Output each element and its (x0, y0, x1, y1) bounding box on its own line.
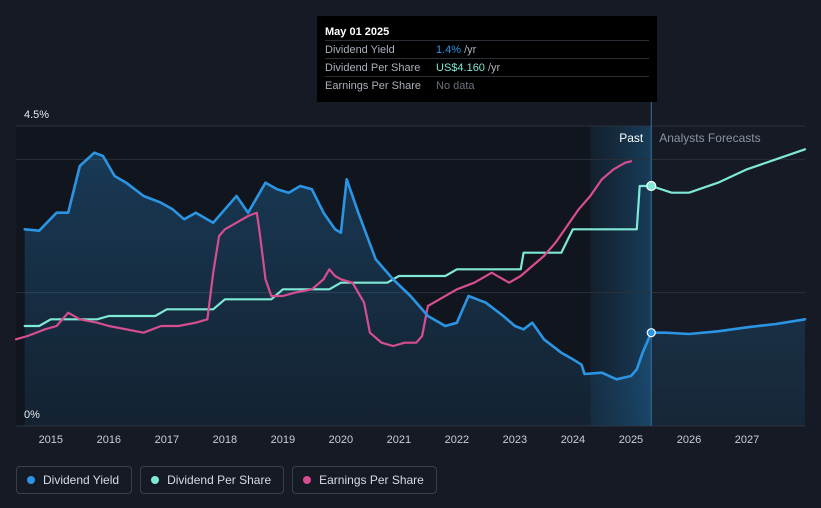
tooltip-unit: /yr (487, 61, 501, 74)
x-tick-label: 2020 (329, 434, 353, 446)
tooltip-value: US$4.160 (436, 61, 485, 74)
tooltip-value: 1.4% (436, 43, 462, 56)
legend-dot-icon (151, 476, 160, 484)
x-tick-label: 2021 (387, 434, 411, 446)
x-tick-label: 2018 (213, 434, 237, 446)
legend-label: Earnings Per Share (319, 473, 424, 487)
tooltip-date: May 01 2025 (325, 26, 390, 38)
x-tick-label: 2027 (735, 434, 759, 446)
dividend-per-share-line (23, 148, 807, 328)
tooltip-row-dividend-yield: Dividend Yield 1.4% /yr (325, 40, 649, 58)
past-label: Past (619, 131, 644, 145)
legend-item-earnings-per-share[interactable]: Earnings Per Share (292, 466, 437, 494)
x-tick-label: 2015 (39, 434, 63, 446)
legend-label: Dividend Yield (43, 473, 120, 487)
tooltip: May 01 2025 Dividend Yield 1.4% /yr Divi… (317, 16, 657, 102)
x-tick-label: 2022 (445, 434, 469, 446)
legend-dot-icon (27, 476, 35, 484)
x-tick-label: 2017 (155, 434, 179, 446)
tooltip-label: Dividend Per Share (325, 61, 421, 74)
legend: Dividend Yield Dividend Per Share Earnin… (16, 466, 437, 494)
forecast-label: Analysts Forecasts (659, 131, 760, 145)
dividend-yield-area (24, 152, 805, 426)
tooltip-unit: /yr (464, 43, 477, 56)
legend-label: Dividend Per Share (167, 473, 272, 487)
x-tick-label: 2026 (677, 434, 701, 446)
x-tick-label: 2016 (97, 434, 121, 446)
legend-dot-icon (303, 476, 312, 484)
legend-item-dividend-yield[interactable]: Dividend Yield (16, 466, 133, 494)
tooltip-row-earnings-per-share: Earnings Per Share No data (325, 76, 649, 94)
tooltip-label: Earnings Per Share (325, 79, 421, 92)
tooltip-row-dividend-per-share: Dividend Per Share US$4.160 /yr (325, 58, 649, 76)
x-tick-label: 2019 (271, 434, 295, 446)
tooltip-label: Dividend Yield (325, 43, 395, 56)
x-axis-ticks: 2015 2016 2017 2018 2019 2020 2021 2022 2023 2024… (39, 434, 760, 446)
x-tick-label: 2023 (503, 434, 527, 446)
earnings-per-share-line (14, 160, 633, 348)
y-axis-max-label: 4.5% (24, 109, 49, 121)
tooltip-value: No data (436, 79, 475, 92)
x-tick-label: 2025 (619, 434, 643, 446)
dividend-per-share-marker[interactable] (646, 180, 657, 192)
dividend-yield-marker[interactable] (646, 328, 656, 338)
y-axis-min-label: 0% (24, 409, 40, 421)
legend-item-dividend-per-share[interactable]: Dividend Per Share (140, 466, 285, 494)
dividend-yield-line (23, 151, 807, 381)
x-tick-label: 2024 (561, 434, 585, 446)
